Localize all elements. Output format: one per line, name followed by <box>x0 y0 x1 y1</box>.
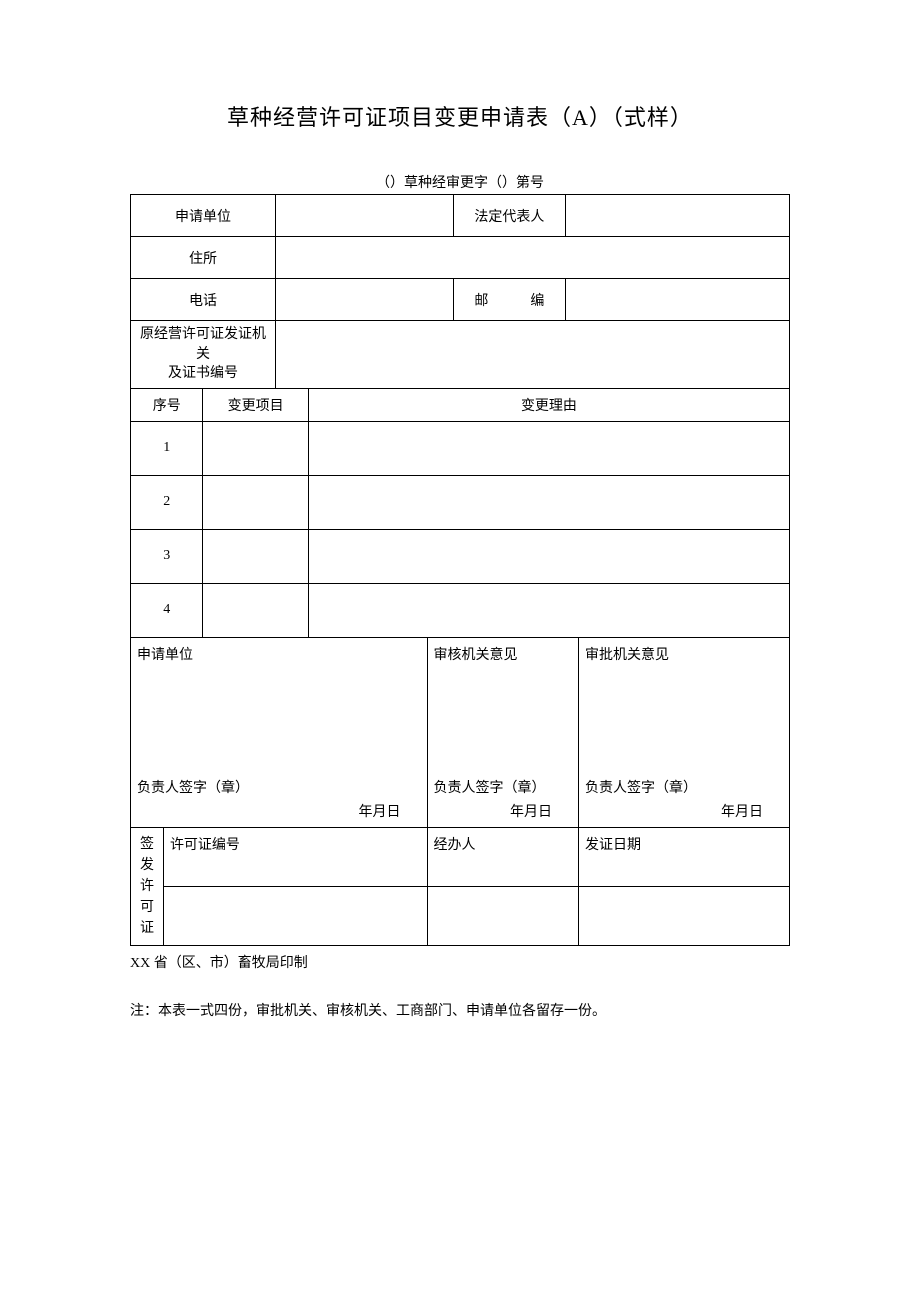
row-seq-3: 3 <box>131 529 203 583</box>
field-license-no[interactable] <box>163 886 427 945</box>
field-legal-rep[interactable] <box>565 195 789 237</box>
row-seq-4: 4 <box>131 583 203 637</box>
label-issue-date: 发证日期 <box>579 827 790 886</box>
label-approve-opinion: 审批机关意见 <box>585 644 783 664</box>
label-applicant-unit: 申请单位 <box>131 195 276 237</box>
row-item-3[interactable] <box>203 529 308 583</box>
page-title: 草种经营许可证项目变更申请表（A）（式样） <box>130 100 790 132</box>
row-reason-1[interactable] <box>308 421 789 475</box>
label-license-no: 许可证编号 <box>163 827 427 886</box>
label-issue-cert: 签发许可证 <box>131 827 164 945</box>
row-reason-2[interactable] <box>308 475 789 529</box>
applicant-opinion-cell[interactable]: 申请单位 负责人签字（章） 年月日 <box>131 637 428 827</box>
label-legal-rep: 法定代表人 <box>453 195 565 237</box>
row-item-2[interactable] <box>203 475 308 529</box>
label-handler: 经办人 <box>427 827 579 886</box>
header-seq: 序号 <box>131 388 203 421</box>
label-applicant-opinion: 申请单位 <box>137 644 421 664</box>
label-review-opinion: 审核机关意见 <box>434 644 573 664</box>
label-address: 住所 <box>131 237 276 279</box>
header-change-reason: 变更理由 <box>308 388 789 421</box>
field-postcode[interactable] <box>565 279 789 321</box>
field-original-license[interactable] <box>275 321 789 389</box>
label-sign-2: 负责人签字（章） <box>434 777 573 797</box>
label-date-1: 年月日 <box>137 801 421 821</box>
row-reason-3[interactable] <box>308 529 789 583</box>
form-table: 申请单位 法定代表人 住所 电话 邮 编 原经营许可证发证机关 及证书编号 序号… <box>130 194 790 946</box>
label-date-2: 年月日 <box>434 801 573 821</box>
row-seq-1: 1 <box>131 421 203 475</box>
field-address[interactable] <box>275 237 789 279</box>
field-handler[interactable] <box>427 886 579 945</box>
row-item-1[interactable] <box>203 421 308 475</box>
row-reason-4[interactable] <box>308 583 789 637</box>
row-seq-2: 2 <box>131 475 203 529</box>
review-opinion-cell[interactable]: 审核机关意见 负责人签字（章） 年月日 <box>427 637 579 827</box>
label-sign-3: 负责人签字（章） <box>585 777 783 797</box>
header-change-item: 变更项目 <box>203 388 308 421</box>
field-issue-date[interactable] <box>579 886 790 945</box>
field-applicant-unit[interactable] <box>275 195 453 237</box>
label-phone: 电话 <box>131 279 276 321</box>
label-postcode: 邮 编 <box>453 279 565 321</box>
footer-print: XX 省（区、市）畜牧局印制 <box>130 952 790 972</box>
label-original-license: 原经营许可证发证机关 及证书编号 <box>131 321 276 389</box>
field-phone[interactable] <box>275 279 453 321</box>
footer-note: 注：本表一式四份，审批机关、审核机关、工商部门、申请单位各留存一份。 <box>130 1000 790 1020</box>
label-date-3: 年月日 <box>585 801 783 821</box>
doc-number: （）草种经审更字（）第号 <box>130 172 790 192</box>
label-sign-1: 负责人签字（章） <box>137 777 421 797</box>
approve-opinion-cell[interactable]: 审批机关意见 负责人签字（章） 年月日 <box>579 637 790 827</box>
row-item-4[interactable] <box>203 583 308 637</box>
